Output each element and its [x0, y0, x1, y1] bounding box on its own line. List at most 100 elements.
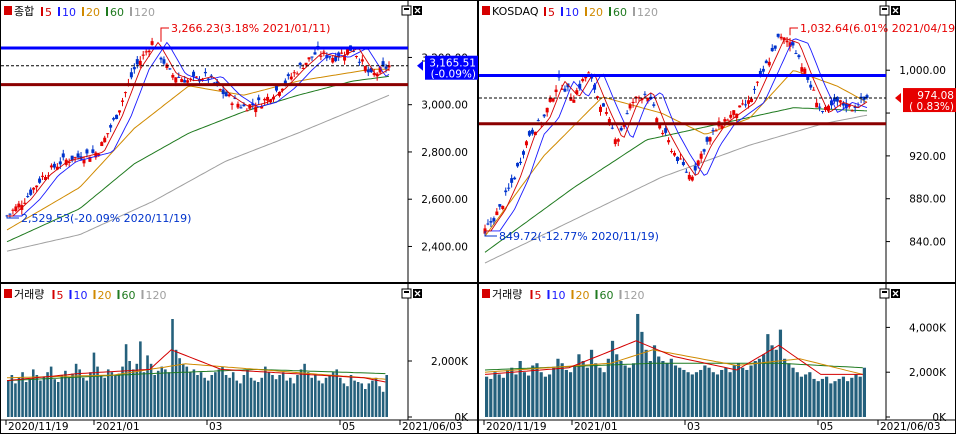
candle-body: [613, 139, 617, 145]
volume-bar: [841, 376, 846, 417]
legend-ma-label: 60: [110, 6, 124, 19]
candle-body: [545, 107, 549, 113]
candle-body: [274, 85, 278, 91]
kosdaq-volume-panel: 거래량 5 10 20 60 120 0K 2,000K 4,000K 2020/11/19 202…: [478, 283, 956, 434]
maximize-icon[interactable]: [401, 5, 412, 16]
legend-ma-swatch: [106, 7, 108, 16]
candle-body: [670, 151, 674, 153]
volume-bar: [256, 382, 260, 417]
title-marker-icon: [482, 6, 490, 15]
volume-bar: [356, 382, 360, 417]
title-marker-icon: [4, 289, 12, 298]
candle-body: [38, 178, 42, 183]
candle-body: [824, 106, 828, 110]
candle-body: [366, 69, 370, 73]
volume-bar: [89, 372, 92, 417]
volume-bar: [378, 386, 381, 417]
volume-bar: [342, 383, 346, 417]
candle-body: [328, 56, 332, 58]
candle-body: [32, 187, 36, 190]
candle-body: [230, 103, 234, 106]
candle-body: [61, 153, 65, 158]
candle-body: [58, 161, 62, 165]
candle-body: [109, 125, 113, 128]
candle-body: [363, 66, 367, 72]
y-tick-label: 4,000K: [909, 322, 947, 334]
volume-bar: [221, 366, 224, 417]
legend-ma-label: 120: [146, 289, 167, 302]
volume-bar: [728, 372, 732, 417]
y-tick-label: 2,600.00: [421, 194, 468, 206]
current-value-label: 3,165.51: [429, 58, 476, 70]
legend-ma-swatch: [58, 7, 60, 16]
x-tick-label: 03: [687, 421, 700, 433]
kospi-volume-chart: 거래량 5 10 20 60 120 0K 2,000K 2020/11/19 2021/01 03…: [0, 283, 478, 434]
volume-bar: [585, 367, 589, 417]
maximize-icon[interactable]: [401, 288, 412, 299]
series-ma120-line: [6, 94, 390, 252]
volume-bar: [787, 363, 791, 417]
candle-body: [183, 80, 187, 83]
volume-bar: [178, 358, 181, 417]
candle-body: [331, 58, 335, 63]
candle-body: [628, 104, 632, 109]
volume-bar: [124, 344, 128, 417]
volume-bar: [364, 389, 367, 417]
volume-bar: [74, 363, 78, 417]
low-annotation-label: 849.72(-12.77% 2020/11/19): [499, 230, 659, 243]
volume-bar: [846, 381, 850, 417]
candle-body: [307, 57, 311, 60]
maximize-icon[interactable]: [879, 5, 890, 16]
candle-body: [548, 98, 552, 102]
candle-body: [584, 76, 588, 79]
legend-ma-swatch: [544, 7, 546, 16]
volume-bar: [795, 372, 799, 417]
candle-body: [492, 218, 496, 222]
volume-bar: [71, 373, 74, 417]
volume-bar: [64, 370, 67, 417]
volume-bar: [636, 313, 640, 417]
volume-bar: [568, 372, 573, 417]
volume-bar: [724, 367, 728, 417]
volume-bar: [278, 375, 281, 417]
volume-bar: [837, 378, 841, 417]
volume-bar: [121, 366, 124, 417]
candle-body: [236, 103, 240, 108]
candle-body: [714, 130, 718, 132]
volume-ma20-line: [6, 363, 386, 380]
y-tick-label: 3,000.00: [421, 100, 468, 112]
volume-bar: [239, 383, 242, 417]
candle-body: [604, 112, 608, 114]
candle-body: [705, 137, 709, 142]
candle-body: [536, 120, 540, 122]
legend-ma-label: 10: [74, 289, 88, 302]
candle-body: [55, 166, 59, 170]
candle-body: [758, 70, 762, 75]
candle-body: [498, 204, 502, 207]
volume-bar: [185, 366, 189, 417]
candle-body: [277, 92, 281, 96]
candle-body: [132, 67, 136, 70]
candle-body: [495, 211, 499, 216]
candle-body: [723, 119, 727, 122]
candle-body: [298, 62, 302, 65]
candle-body: [773, 45, 777, 49]
candle-body: [372, 72, 376, 76]
candle-body: [616, 139, 620, 142]
candle-body: [551, 98, 555, 102]
candle-body: [779, 36, 783, 39]
maximize-icon[interactable]: [879, 288, 890, 299]
candle-body: [800, 67, 804, 72]
candle-body: [652, 104, 656, 106]
volume-bar: [10, 375, 14, 417]
volume-bar: [324, 377, 328, 417]
volume-bar: [539, 372, 543, 417]
candle-body: [254, 106, 258, 113]
candle-body: [171, 74, 175, 78]
candle-body: [70, 155, 74, 161]
legend-ma-swatch: [69, 290, 72, 299]
volume-bar: [242, 375, 246, 417]
legend-ma-label: 120: [637, 6, 658, 19]
legend-ma-swatch: [82, 7, 84, 16]
volume-bar: [808, 372, 812, 417]
